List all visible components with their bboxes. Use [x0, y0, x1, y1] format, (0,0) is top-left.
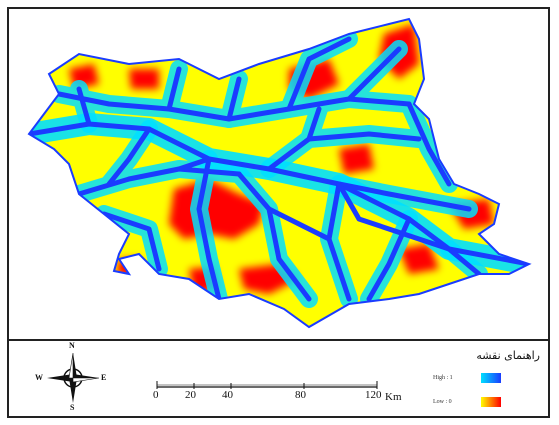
- legend-title: راهنمای نقشه: [476, 349, 540, 362]
- compass-north: N: [69, 341, 75, 350]
- map-frame: N S E W 0 20 40 80 120 Km راهنمای نقشه: [7, 7, 550, 418]
- legend-low-swatch: [481, 397, 501, 407]
- legend-high-label: High : 1: [433, 375, 453, 381]
- map-legend: راهنمای نقشه High : 1 Low : 0: [421, 345, 546, 413]
- scale-tick-label: 0: [153, 389, 159, 401]
- scale-unit: Km: [385, 391, 402, 403]
- scale-tick-label: 80: [295, 389, 306, 401]
- compass-west: W: [35, 373, 43, 382]
- compass-east: E: [101, 373, 107, 382]
- scale-tick-label: 40: [222, 389, 233, 401]
- map-panel: [9, 9, 548, 341]
- map-footer: N S E W 0 20 40 80 120 Km راهنمای نقشه: [9, 341, 548, 416]
- raster-map: [27, 17, 532, 329]
- legend-high-swatch: [481, 373, 501, 383]
- scale-bar: 0 20 40 80 120 Km: [139, 361, 402, 403]
- compass-rose-icon: [47, 352, 100, 403]
- compass-south: S: [70, 403, 75, 412]
- legend-low-label: Low : 0: [433, 399, 452, 405]
- scale-bar-graphic: [156, 381, 378, 389]
- north-arrow: N S E W: [33, 341, 113, 412]
- scale-tick-label: 20: [185, 389, 196, 401]
- scale-tick-label: 120: [365, 389, 382, 401]
